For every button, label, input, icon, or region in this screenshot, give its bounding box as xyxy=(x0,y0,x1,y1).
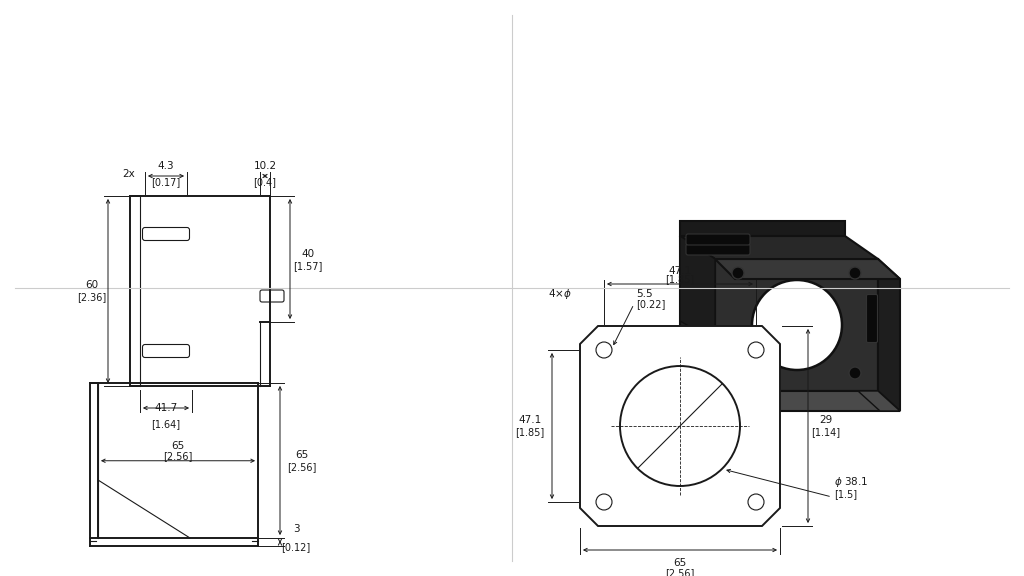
Text: [2.56]: [2.56] xyxy=(666,568,694,576)
Text: 65: 65 xyxy=(674,558,687,568)
Polygon shape xyxy=(715,259,900,279)
FancyBboxPatch shape xyxy=(686,244,750,255)
Polygon shape xyxy=(698,391,735,411)
Text: 2x: 2x xyxy=(123,169,135,179)
Polygon shape xyxy=(858,391,900,411)
Text: [2.36]: [2.36] xyxy=(78,292,106,302)
Text: 29: 29 xyxy=(819,415,833,425)
Ellipse shape xyxy=(849,267,861,279)
Ellipse shape xyxy=(732,367,744,379)
Polygon shape xyxy=(680,236,715,391)
FancyBboxPatch shape xyxy=(142,344,189,358)
Text: 47.1: 47.1 xyxy=(669,266,691,276)
Text: 10.2: 10.2 xyxy=(253,161,276,171)
FancyBboxPatch shape xyxy=(260,290,284,302)
Text: [0.22]: [0.22] xyxy=(636,299,666,309)
Polygon shape xyxy=(580,326,780,526)
Text: 40: 40 xyxy=(301,249,314,259)
Text: [1.5]: [1.5] xyxy=(834,489,857,499)
Ellipse shape xyxy=(752,280,842,370)
Text: 5.5: 5.5 xyxy=(636,289,652,299)
Polygon shape xyxy=(680,236,715,341)
FancyBboxPatch shape xyxy=(866,294,878,343)
Text: 65: 65 xyxy=(295,450,308,460)
Text: [2.56]: [2.56] xyxy=(288,463,316,472)
Polygon shape xyxy=(715,391,900,411)
Ellipse shape xyxy=(849,367,861,379)
Text: 3: 3 xyxy=(293,524,299,534)
Text: [1.57]: [1.57] xyxy=(293,261,323,271)
Text: 4×$\phi$: 4×$\phi$ xyxy=(548,287,572,301)
Text: $\phi$ 38.1: $\phi$ 38.1 xyxy=(834,475,868,489)
FancyBboxPatch shape xyxy=(686,234,750,245)
Text: [1.64]: [1.64] xyxy=(152,419,180,429)
Text: [1.14]: [1.14] xyxy=(811,427,841,437)
Text: 47.1: 47.1 xyxy=(518,415,542,425)
Polygon shape xyxy=(680,221,845,236)
FancyBboxPatch shape xyxy=(142,228,189,241)
Polygon shape xyxy=(878,259,900,411)
Polygon shape xyxy=(680,236,878,259)
Text: [2.56]: [2.56] xyxy=(163,451,193,461)
Text: 4.3: 4.3 xyxy=(158,161,174,171)
Text: [1.85]: [1.85] xyxy=(515,427,545,437)
Text: [0.4]: [0.4] xyxy=(254,177,276,187)
Text: 60: 60 xyxy=(85,280,98,290)
Text: 41.7: 41.7 xyxy=(155,403,177,413)
Text: [1.85]: [1.85] xyxy=(666,274,694,284)
Polygon shape xyxy=(715,259,878,391)
Ellipse shape xyxy=(732,267,744,279)
Text: [0.12]: [0.12] xyxy=(282,542,310,552)
Text: 65: 65 xyxy=(171,441,184,451)
Text: [0.17]: [0.17] xyxy=(152,177,180,187)
